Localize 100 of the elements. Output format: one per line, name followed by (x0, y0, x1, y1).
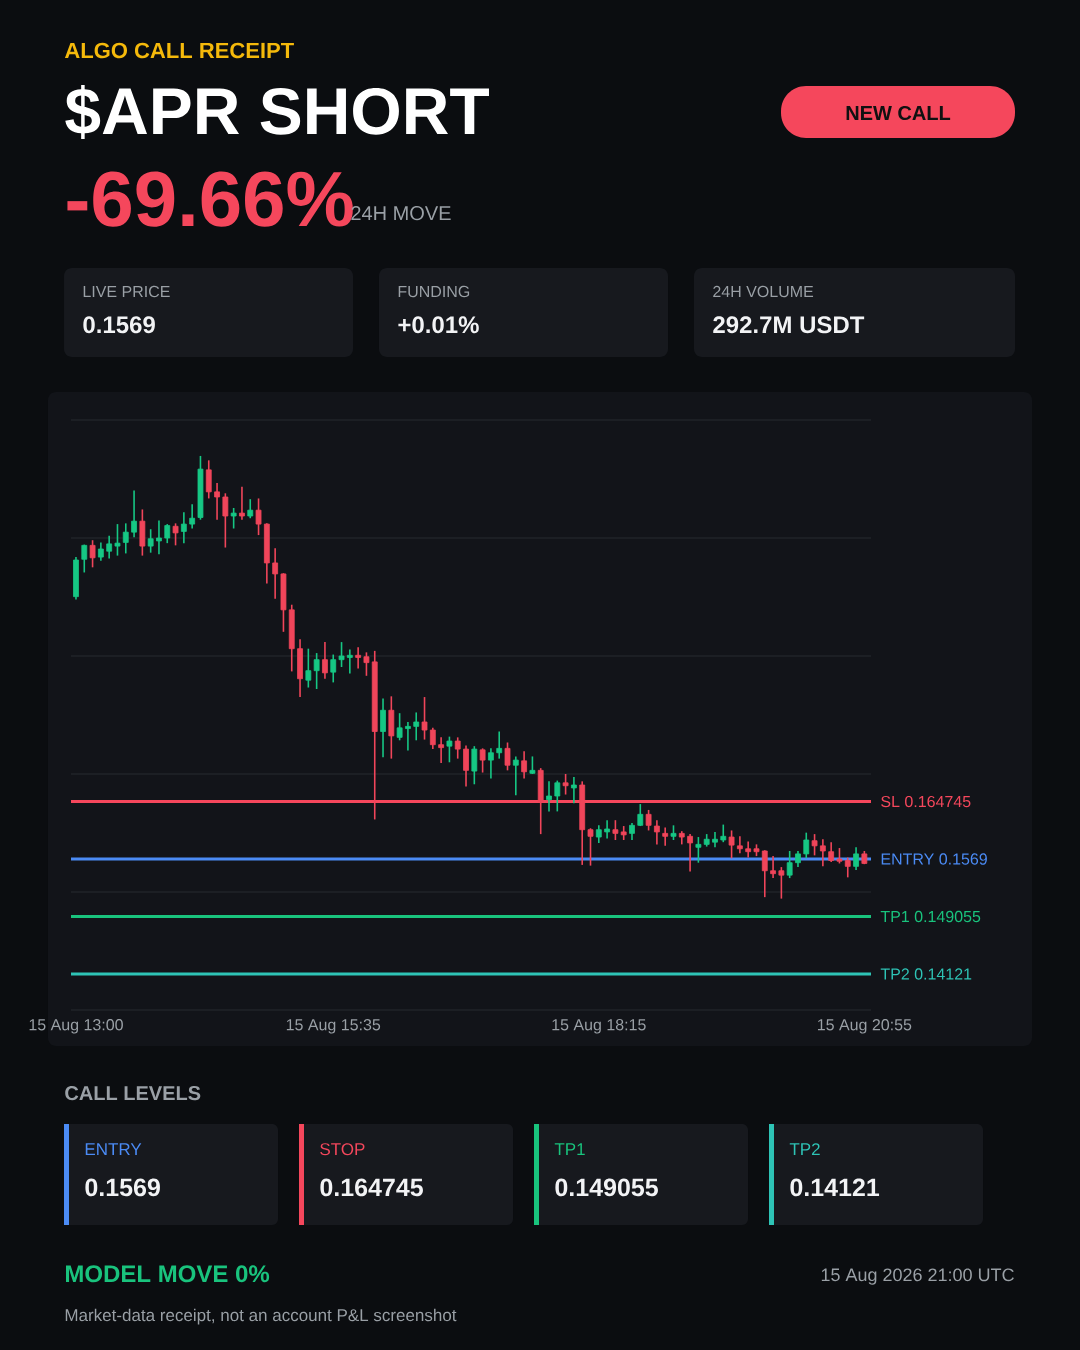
candlestick (571, 776, 577, 805)
candlestick (214, 482, 220, 521)
candlestick (463, 744, 469, 788)
candlestick (819, 838, 826, 868)
chart-title: $APR SHORT (65, 85, 489, 139)
text: 0.164745 (320, 1178, 423, 1197)
candlestick (305, 647, 312, 689)
candlestick (786, 850, 793, 879)
candlestick (471, 745, 478, 786)
candlestick (172, 522, 179, 547)
candlestick (346, 648, 353, 675)
candlestick (687, 833, 693, 873)
ref-line-label: ENTRY 0.1569 (881, 853, 987, 865)
text: +0.01% (398, 316, 479, 334)
candlestick (239, 485, 245, 521)
candlestick (761, 849, 768, 898)
candlestick (645, 809, 652, 832)
candlestick (189, 503, 196, 530)
candlestick (828, 841, 835, 863)
text: STOP (320, 1143, 365, 1156)
candlestick (106, 535, 113, 560)
candlestick (853, 846, 859, 871)
candlestick (97, 541, 104, 562)
candlestick (770, 855, 776, 879)
candlestick (338, 641, 345, 668)
ref-line-label: TP2 0.14121 (880, 968, 972, 980)
candlestick (313, 652, 320, 690)
candlestick (736, 835, 743, 854)
candlestick (421, 696, 428, 741)
text: -69.66% (67, 171, 353, 227)
candlestick (654, 819, 660, 846)
text: 292.7M USDT (713, 316, 865, 334)
text: TP2 (789, 1143, 820, 1156)
candlestick (230, 507, 237, 530)
candlestick (330, 653, 337, 684)
candlestick (521, 750, 527, 780)
text: FUNDING (398, 285, 470, 298)
candlestick (380, 697, 386, 758)
text: CALL LEVELS (65, 1086, 201, 1101)
x-tick-label: 15 Aug 20:55 (817, 1019, 912, 1034)
candlestick (131, 489, 137, 539)
candlestick (396, 712, 403, 742)
candlestick (429, 727, 436, 750)
candlestick (496, 730, 503, 760)
candlestick (554, 779, 561, 813)
candlestick (413, 711, 420, 742)
candlestick (844, 856, 851, 879)
ref-line-label: SL 0.164745 (881, 795, 971, 808)
candlestick (322, 641, 328, 680)
text: MODEL MOVE 0% (66, 1265, 270, 1283)
candlestick (89, 539, 96, 569)
text: 0.1569 (85, 1178, 160, 1197)
candlestick (255, 497, 262, 536)
candlestick (612, 819, 619, 841)
candlestick (180, 511, 187, 544)
candlestick (504, 741, 511, 772)
candlestick (164, 523, 171, 544)
candlestick (438, 736, 445, 764)
candlestick (454, 736, 461, 760)
candlestick (363, 651, 370, 677)
candlestick (81, 543, 88, 574)
candlestick (479, 747, 486, 774)
candlestick (272, 547, 279, 600)
candlestick (512, 755, 519, 797)
candlestick (147, 528, 154, 554)
candlestick (546, 780, 552, 813)
candlestick (587, 827, 594, 867)
candlestick (745, 840, 752, 859)
x-tick-label: 15 Aug 18:15 (552, 1019, 646, 1034)
text: 24H MOVE (351, 206, 451, 221)
text: LIVE PRICE (83, 285, 170, 298)
text: Market-data receipt, not an account P&L screenshot (65, 1308, 457, 1325)
candlestick (122, 522, 129, 555)
candlestick (247, 498, 254, 520)
text: 0.14121 (790, 1178, 880, 1197)
text: 0.149055 (555, 1178, 658, 1197)
text: 0.1569 (83, 316, 155, 334)
candlestick (662, 826, 669, 847)
candlestick (405, 721, 411, 752)
x-tick-label: 15 Aug 15:35 (286, 1019, 381, 1034)
candlestick (114, 523, 121, 557)
candlestick (446, 735, 453, 764)
candlestick (488, 747, 494, 780)
text: 15 Aug 2026 21:00 UTC (821, 1268, 1014, 1285)
candlestick (355, 646, 362, 670)
candlestick (156, 519, 162, 555)
candlestick (205, 459, 212, 500)
text: NEW CALL (846, 105, 951, 121)
candlestick (222, 492, 229, 549)
candlestick (562, 773, 569, 796)
text: 24H VOLUME (713, 285, 814, 298)
text: ENTRY (85, 1143, 142, 1156)
candlestick (811, 833, 818, 857)
x-tick-label: 15 Aug 13:00 (29, 1019, 123, 1034)
candlestick (778, 866, 785, 900)
candlestick (803, 831, 810, 860)
candlestick (695, 836, 702, 864)
candlestick (604, 819, 610, 840)
chart-subtitle: ALGO CALL RECEIPT (64, 42, 294, 59)
ref-line-label: TP1 0.149055 (880, 910, 981, 923)
